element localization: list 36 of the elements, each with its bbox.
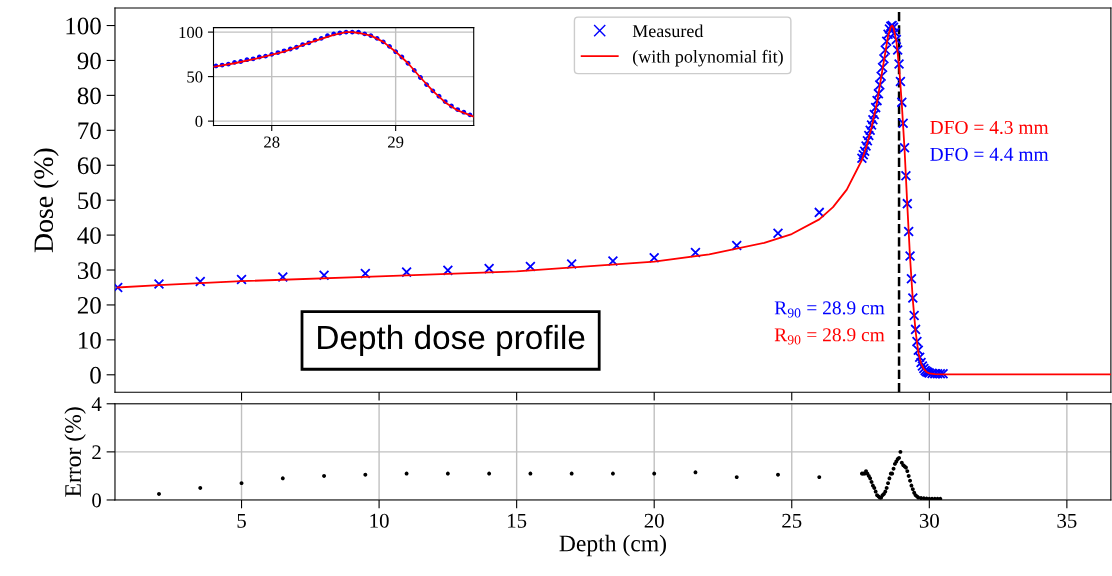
y-tick-label: 100 — [66, 17, 101, 35]
annotation: R$_{90}$ = 28.9 cm — [774, 301, 885, 318]
y-tick-label: 2 — [92, 445, 101, 460]
legend-label: Measured — [632, 24, 704, 38]
y-tick-label: 50 — [78, 192, 101, 210]
y-axis-title: Dose (%) — [33, 148, 59, 253]
x-tick-label: 10 — [370, 513, 389, 528]
x-tick-label: 29 — [388, 136, 404, 148]
y-tick-label: 70 — [78, 122, 101, 140]
annotation: DFO = 4.3 mm — [930, 120, 1049, 135]
y-tick-label: 40 — [77, 227, 101, 245]
y-tick-label: 80 — [77, 87, 101, 105]
y-tick-label: 0 — [90, 366, 101, 384]
annotation: DFO = 4.4 mm — [930, 147, 1049, 161]
x-tick-label: 25 — [782, 513, 802, 528]
y-tick-label: 20 — [77, 296, 101, 314]
annotation: Depth dose profile — [318, 324, 585, 356]
x-tick-label: 30 — [919, 513, 939, 528]
y-tick-label: 90 — [77, 52, 101, 70]
x-axis-title: Depth (cm) — [559, 534, 666, 557]
annotation: R$_{90}$ = 28.9 cm — [774, 328, 885, 345]
y-tick-label: 0 — [92, 493, 101, 508]
y-tick-label: 10 — [78, 331, 101, 349]
x-tick-label: 35 — [1057, 513, 1077, 528]
y-tick-label: 30 — [77, 262, 101, 279]
y-tick-label: 100 — [179, 26, 203, 39]
y-tick-label: 60 — [77, 157, 101, 175]
x-tick-label: 15 — [508, 513, 527, 528]
y-tick-label: 4 — [91, 397, 102, 411]
x-tick-label: 20 — [644, 513, 664, 528]
y-tick-label: 50 — [187, 71, 203, 83]
x-tick-label: 5 — [237, 513, 246, 528]
y-tick-label: 0 — [195, 115, 203, 128]
x-tick-label: 28 — [264, 136, 280, 148]
y-axis-title: Error (%) — [64, 407, 86, 497]
legend-label: (with polynomial fit) — [633, 49, 783, 67]
